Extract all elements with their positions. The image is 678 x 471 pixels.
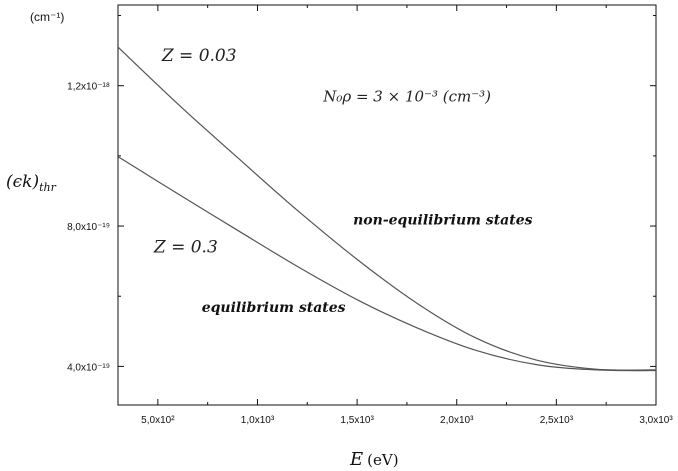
y-unit-label: (cm⁻¹) xyxy=(30,10,64,24)
annotation-eq: equilibrium states xyxy=(202,300,346,316)
y-tick-label: 8,0x10⁻¹⁹ xyxy=(67,222,110,233)
annotation-layer: Z = 0.03 Z = 0.3 N₀ρ = 3 × 10⁻³ (cm⁻³) non-… xyxy=(153,46,533,316)
x-axis-title: E (eV) xyxy=(349,449,399,470)
x-axis-symbol: E xyxy=(349,449,363,470)
y-tick-label: 4,0x10⁻¹⁹ xyxy=(67,362,110,373)
y-axis-title-sub: thr xyxy=(39,181,57,194)
axis-ticks xyxy=(118,5,657,405)
annotation-noneq: non-equilibrium states xyxy=(353,212,532,228)
y-tick-label: 1,2x10⁻¹⁸ xyxy=(67,82,110,93)
annotation-z03: Z = 0.3 xyxy=(153,237,218,257)
series-line-z-0-03 xyxy=(117,46,657,371)
y-axis-title: (ϵk)thr xyxy=(6,172,57,194)
plot-frame xyxy=(117,4,657,406)
x-tick-label: 1,5x10³ xyxy=(340,415,374,426)
x-tick-label: 2,0x10³ xyxy=(440,415,474,426)
x-tick-label: 1,0x10³ xyxy=(241,415,275,426)
y-axis-title-main: (ϵk) xyxy=(6,172,39,192)
tick-labels: 5,0x10² 1,0x10³ 1,5x10³ 2,0x10³ 2,5x10³ 3,0x1… xyxy=(67,82,673,426)
x-tick-label: 3,0x10³ xyxy=(639,415,673,426)
x-tick-label: 5,0x10² xyxy=(141,415,175,426)
series-layer xyxy=(117,46,657,372)
annotation-z003: Z = 0.03 xyxy=(161,46,237,66)
x-axis-unit: (eV) xyxy=(367,451,398,469)
x-tick-label: 2,5x10³ xyxy=(540,415,574,426)
annotation-density: N₀ρ = 3 × 10⁻³ (cm⁻³) xyxy=(322,87,491,105)
series-line-z-0-3 xyxy=(117,156,657,372)
